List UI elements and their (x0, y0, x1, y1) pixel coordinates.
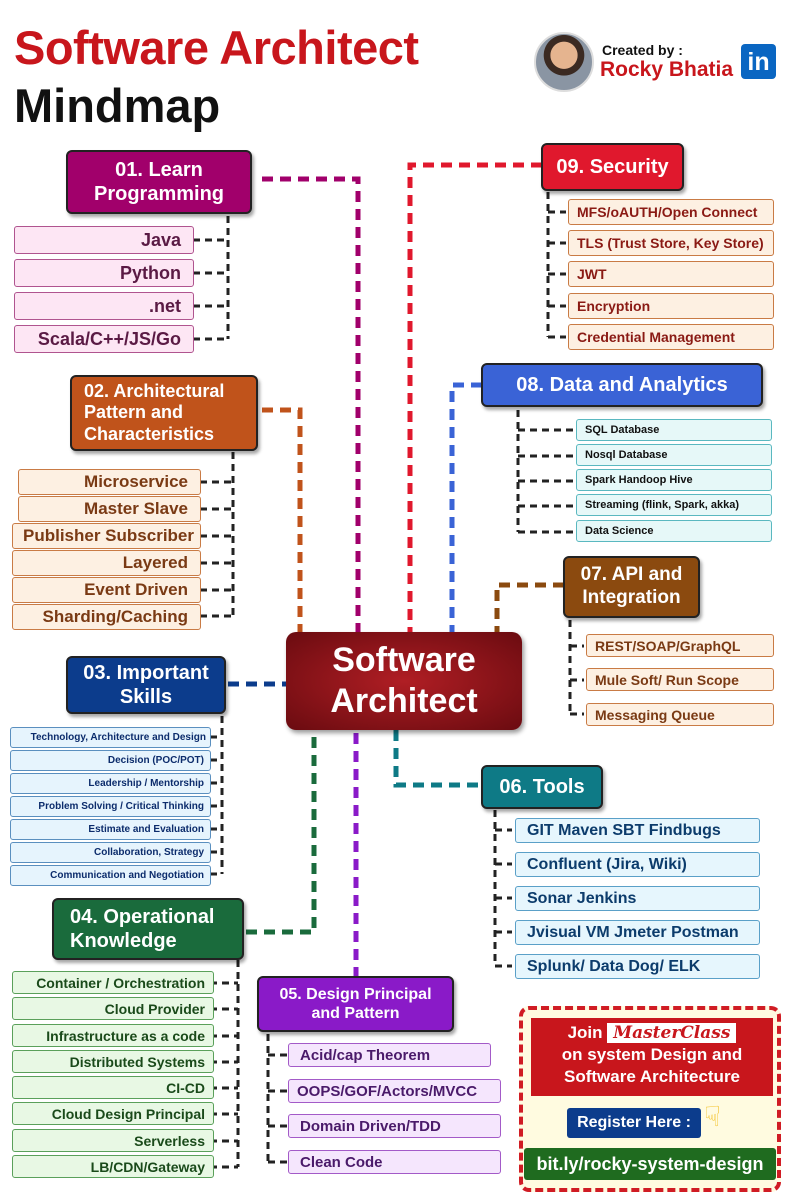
author-name: Rocky Bhatia (600, 58, 734, 81)
list-item: Publisher Subscriber (12, 523, 201, 549)
list-item: Sonar Jenkins (515, 886, 760, 911)
list-item: Jvisual VM Jmeter Postman (515, 920, 760, 945)
connector-b9 (407, 162, 542, 632)
branch-operational-knowledge: 04. Operational Knowledge (52, 898, 244, 960)
branch-learn-programming: 01. Learn Programming (66, 150, 252, 214)
list-item: Spark Handoop Hive (576, 469, 772, 491)
list-item: SQL Database (576, 419, 772, 441)
author-avatar (534, 32, 594, 92)
promo-line3: Software Architecture (563, 1066, 741, 1086)
list-item: Problem Solving / Critical Thinking (10, 796, 211, 817)
list-item: OOPS/GOF/Actors/MVCC (288, 1079, 501, 1103)
branch-data-analytics: 08. Data and Analytics (481, 363, 763, 407)
list-item: Infrastructure as a code (12, 1024, 214, 1047)
list-item: REST/SOAP/GraphQL (586, 634, 774, 657)
promo-heading: Join MasterClass on system Design and So… (531, 1018, 773, 1096)
list-item: Data Science (576, 520, 772, 542)
list-item: MFS/oAUTH/Open Connect (568, 199, 774, 225)
page-subtitle: Mindmap (14, 79, 221, 132)
list-item: Cloud Provider (12, 997, 214, 1020)
list-item: Acid/cap Theorem (288, 1043, 491, 1067)
created-by-label: Created by : (602, 42, 683, 58)
list-item: JWT (568, 261, 774, 287)
list-item: Java (14, 226, 194, 254)
promo-join: Join (567, 1023, 603, 1042)
connector-b8 (449, 382, 482, 632)
center-line2: Architect (330, 682, 478, 720)
branch-important-skills: 03. Important Skills (66, 656, 226, 714)
branch-api-integration: 07. API and Integration (563, 556, 700, 618)
connector-b4 (246, 730, 317, 935)
connector-b2 (262, 407, 303, 632)
list-item: Container / Orchestration (12, 971, 214, 994)
list-item: Collaboration, Strategy (10, 842, 211, 863)
list-item: TLS (Trust Store, Key Store) (568, 230, 774, 256)
branch-design-principal: 05. Design Principal and Pattern (257, 976, 454, 1032)
list-item: CI-CD (12, 1076, 214, 1099)
list-item: Serverless (12, 1129, 214, 1152)
list-item: Layered (12, 550, 201, 576)
list-item: Messaging Queue (586, 703, 774, 726)
list-item: Nosql Database (576, 444, 772, 466)
branch-tools: 06. Tools (481, 765, 603, 809)
pointing-hand-icon: ☟ (704, 1101, 722, 1132)
list-item: Splunk/ Data Dog/ ELK (515, 954, 760, 979)
list-item: Mule Soft/ Run Scope (586, 668, 774, 691)
list-item: Communication and Negotiation (10, 865, 211, 886)
list-item: Confluent (Jira, Wiki) (515, 852, 760, 877)
register-button[interactable]: Register Here : (567, 1108, 701, 1138)
register-link[interactable]: bit.ly/rocky-system-design (524, 1148, 776, 1180)
promo-line2: on system Design and (561, 1045, 743, 1065)
list-item: Technology, Architecture and Design (10, 727, 211, 748)
list-item: Sharding/Caching (12, 604, 201, 630)
list-item: Domain Driven/TDD (288, 1114, 501, 1138)
list-item: Leadership / Mentorship (10, 773, 211, 794)
list-item: GIT Maven SBT Findbugs (515, 818, 760, 843)
page-title: Software Architect (14, 21, 419, 74)
list-item: Decision (POC/POT) (10, 750, 211, 771)
list-item: Microservice (18, 469, 201, 495)
branch-security: 09. Security (541, 143, 684, 191)
connector-b1 (262, 176, 361, 632)
branch-architectural-pattern: 02. Architectural Pattern and Characteri… (70, 375, 258, 451)
list-item: Cloud Design Principal (12, 1102, 214, 1125)
list-item: Event Driven (12, 577, 201, 603)
list-item: Distributed Systems (12, 1050, 214, 1073)
list-item: Credential Management (568, 324, 774, 350)
list-item: Estimate and Evaluation (10, 819, 211, 840)
center-node: Software Architect (286, 632, 522, 730)
list-item: .net (14, 292, 194, 320)
list-item: LB/CDN/Gateway (12, 1155, 214, 1178)
connector-b7 (494, 582, 564, 632)
linkedin-icon[interactable]: in (741, 44, 776, 79)
list-item: Python (14, 259, 194, 287)
promo-masterclass: MasterClass (607, 1023, 737, 1043)
center-line1: Software (332, 641, 476, 680)
list-item: Scala/C++/JS/Go (14, 325, 194, 353)
list-item: Clean Code (288, 1150, 501, 1174)
list-item: Master Slave (18, 496, 201, 522)
connector-b6 (393, 730, 482, 788)
list-item: Streaming (flink, Spark, akka) (576, 494, 772, 516)
list-item: Encryption (568, 293, 774, 319)
